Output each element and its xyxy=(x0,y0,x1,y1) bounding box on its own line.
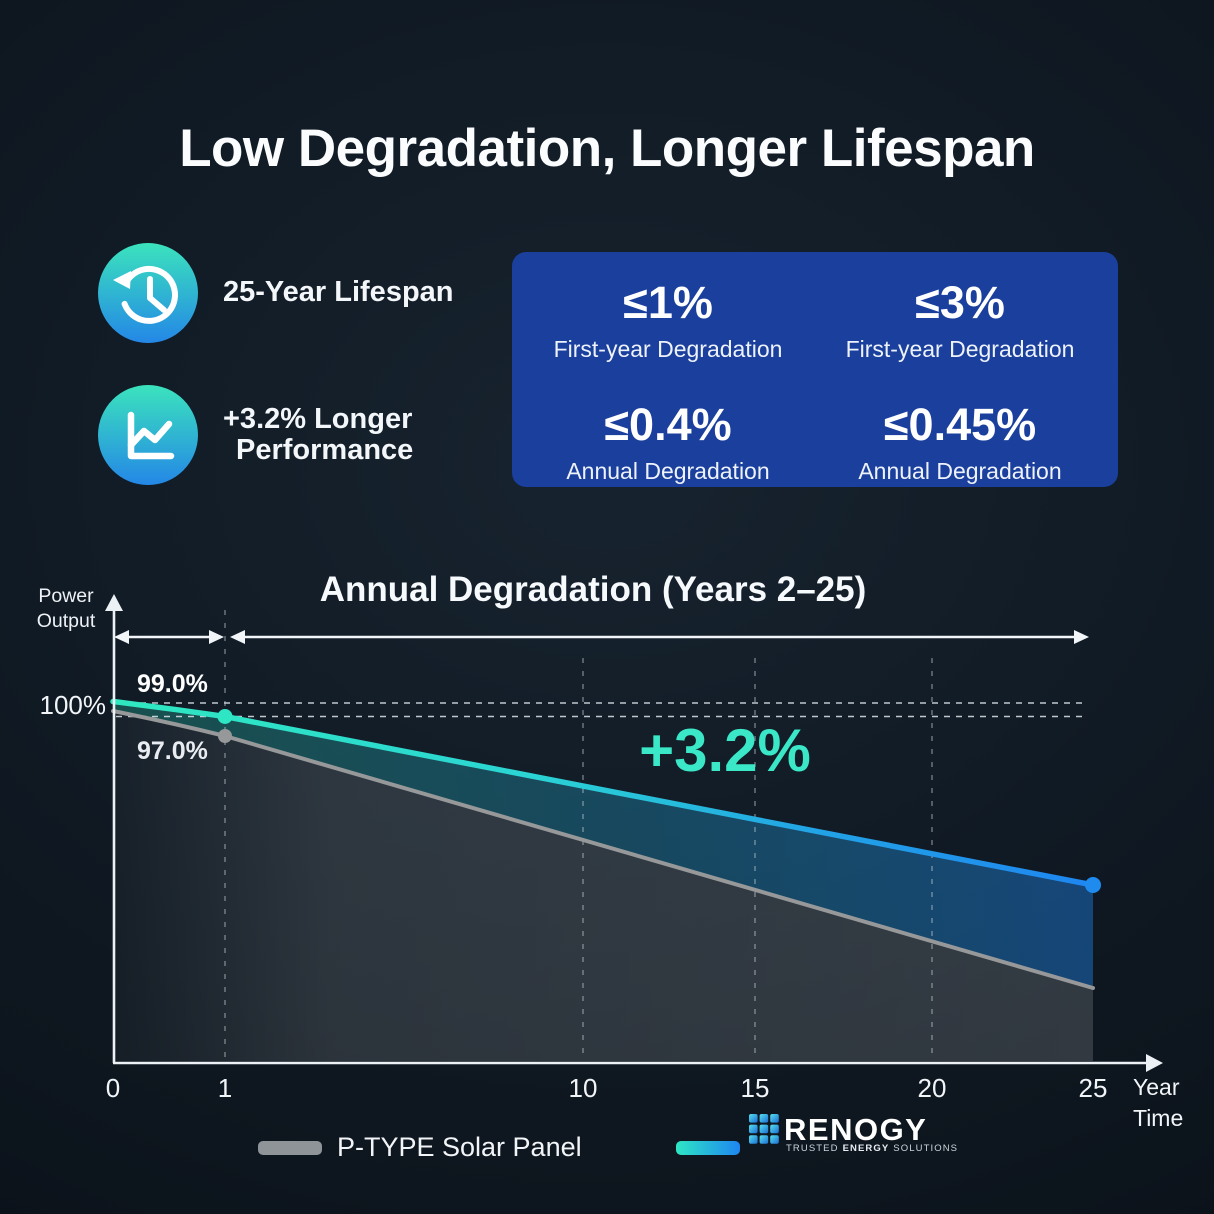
tagline-trusted: TRUSTED xyxy=(786,1143,839,1154)
degradation-stats-panel: ≤1% First-year Degradation ≤3% First-yea… xyxy=(512,252,1118,487)
x-tick-15: 15 xyxy=(740,1073,770,1103)
feature-performance-label: +3.2% Longer Performance xyxy=(223,404,413,466)
renogy-wordmark: RENOGY xyxy=(784,1112,928,1147)
x-tick-20: 20 xyxy=(917,1073,947,1103)
stat-label: Annual Degradation xyxy=(566,458,770,484)
feature-lifespan-label: 25-Year Lifespan xyxy=(223,276,454,308)
y-axis-arrowhead xyxy=(105,594,123,611)
chart-title: Annual Degradation (Years 2–25) xyxy=(319,570,867,609)
advantage-gap-label: +3.2% xyxy=(639,717,811,784)
ptype-area-fill xyxy=(113,711,1093,1061)
ptype-legend-swatch xyxy=(258,1141,322,1155)
y-axis-label-line2: Output xyxy=(36,610,96,632)
ptype-year1-dot xyxy=(218,729,232,743)
line-chart-icon xyxy=(98,385,198,485)
y-tick-100: 100% xyxy=(39,690,107,720)
span-arrow-years-2-25 xyxy=(230,630,1089,644)
ptype-year1-value-label: 97.0% xyxy=(137,737,208,765)
feature-performance-line2: Performance xyxy=(236,434,414,466)
stat-ptype-first-year: ≤3% First-year Degradation xyxy=(810,277,1110,363)
stat-ptype-annual: ≤0.45% Annual Degradation xyxy=(810,399,1110,485)
renogy-year1-dot xyxy=(217,709,233,724)
stat-label: First-year Degradation xyxy=(845,336,1075,362)
vertical-gridlines xyxy=(224,610,933,1058)
stat-value: ≤0.4% xyxy=(604,399,732,450)
stat-label: Annual Degradation xyxy=(858,458,1062,484)
x-axis-arrowhead xyxy=(1146,1054,1163,1072)
span-arrow-first-year xyxy=(114,630,224,644)
stat-ntype-annual: ≤0.4% Annual Degradation xyxy=(518,399,818,485)
stat-ntype-first-year: ≤1% First-year Degradation xyxy=(518,277,818,363)
tagline-solutions: SOLUTIONS xyxy=(893,1143,959,1154)
x-tick-10: 10 xyxy=(568,1073,598,1103)
y-axis-label-line1: Power xyxy=(38,585,94,607)
x-axis-label-line2: Time xyxy=(1133,1105,1184,1131)
ptype-legend-label: P-TYPE Solar Panel xyxy=(337,1132,582,1162)
renogy-tagline: TRUSTED ENERGY SOLUTIONS xyxy=(786,1143,958,1154)
renogy-solar-panel-icon xyxy=(749,1114,779,1144)
tagline-energy: ENERGY xyxy=(842,1143,890,1154)
renogy-year1-value-label: 99.0% xyxy=(137,670,208,698)
stat-value: ≤1% xyxy=(623,277,713,328)
feature-performance-line1: +3.2% Longer xyxy=(223,403,413,435)
x-tick-25: 25 xyxy=(1078,1073,1108,1103)
renogy-year25-dot xyxy=(1085,877,1101,893)
x-tick-1: 1 xyxy=(217,1073,233,1103)
history-clock-icon xyxy=(98,243,198,343)
y-axis-label: Power Output xyxy=(30,584,102,634)
renogy-legend-swatch xyxy=(676,1141,740,1155)
x-tick-0: 0 xyxy=(105,1073,121,1103)
x-axis-label-line1: Year xyxy=(1133,1074,1180,1100)
stat-value: ≤3% xyxy=(915,277,1005,328)
page-title: Low Degradation, Longer Lifespan xyxy=(179,119,1035,178)
stat-label: First-year Degradation xyxy=(553,336,783,362)
x-axis-label: Year Time xyxy=(1133,1072,1183,1134)
stat-value: ≤0.45% xyxy=(883,399,1037,450)
